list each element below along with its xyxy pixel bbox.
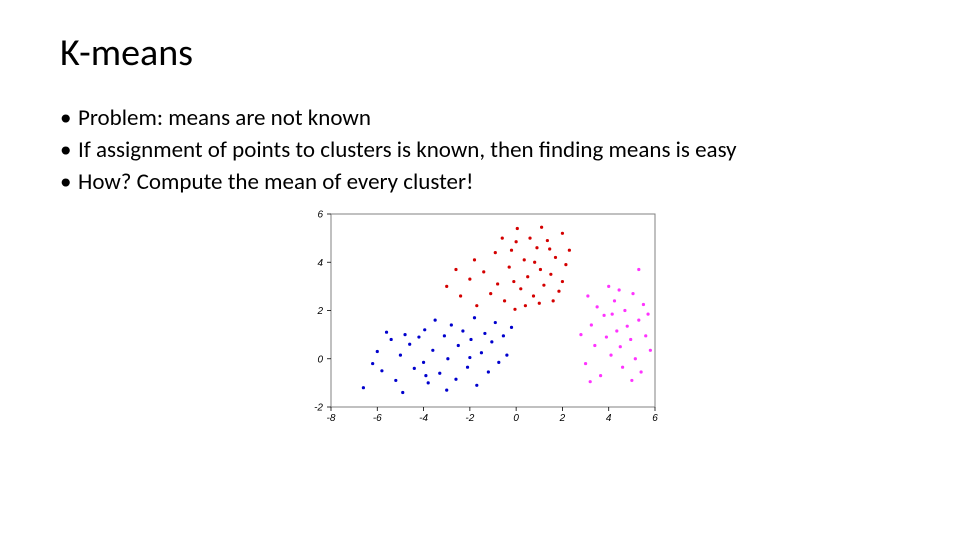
- scatter-chart: -8 -6 -4 -2 0 2 4 6 -2 0 2 4 6: [295, 206, 665, 431]
- bullet-item: Problem: means are not known: [60, 104, 900, 134]
- slide: K-means Problem: means are not known If …: [0, 0, 960, 540]
- svg-text:0: 0: [317, 354, 323, 365]
- svg-text:6: 6: [317, 209, 323, 220]
- svg-text:4: 4: [317, 257, 323, 268]
- scatter-svg: -8 -6 -4 -2 0 2 4 6 -2 0 2 4 6: [295, 206, 665, 431]
- svg-text:-8: -8: [327, 413, 336, 424]
- svg-text:4: 4: [606, 413, 612, 424]
- svg-text:2: 2: [559, 413, 566, 424]
- page-title: K-means: [60, 30, 900, 76]
- svg-text:-6: -6: [373, 413, 382, 424]
- bullet-item: How? Compute the mean of every cluster!: [60, 168, 900, 198]
- bullet-item: If assignment of points to clusters is k…: [60, 136, 900, 166]
- svg-text:-4: -4: [419, 413, 428, 424]
- svg-text:-2: -2: [465, 413, 474, 424]
- bullet-list: Problem: means are not known If assignme…: [60, 104, 900, 198]
- svg-text:6: 6: [652, 413, 658, 424]
- svg-text:-2: -2: [314, 402, 323, 413]
- svg-text:2: 2: [316, 306, 323, 317]
- svg-text:0: 0: [513, 413, 519, 424]
